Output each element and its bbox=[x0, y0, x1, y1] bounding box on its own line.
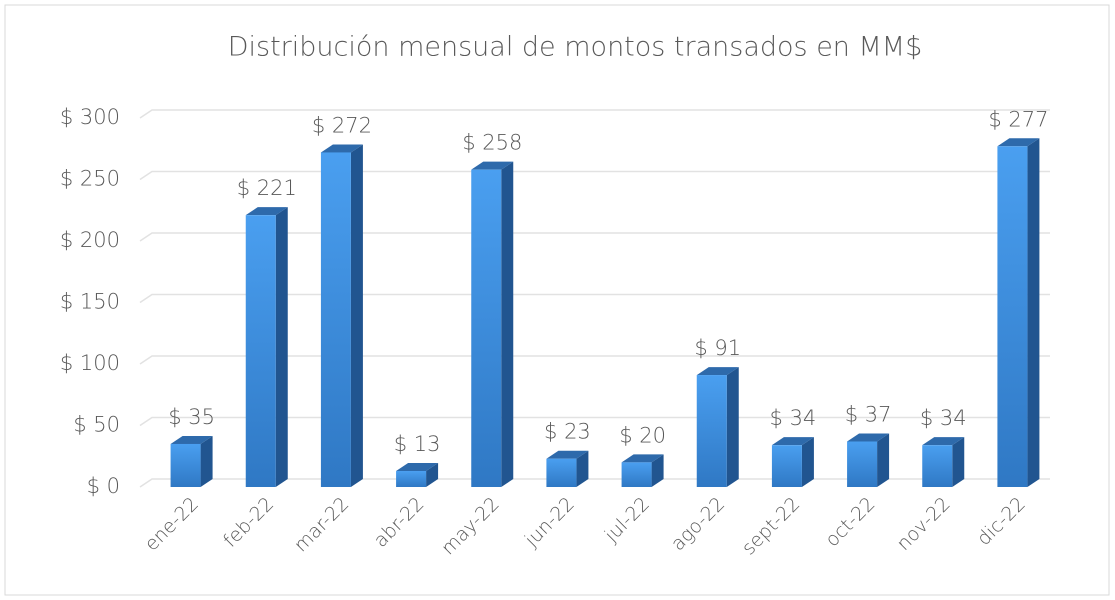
bar bbox=[922, 437, 965, 487]
bar-top bbox=[170, 435, 213, 444]
bar bbox=[847, 433, 890, 487]
bar-side bbox=[1027, 138, 1040, 488]
bar-top bbox=[696, 367, 739, 376]
bar-side bbox=[350, 144, 363, 487]
bar-front bbox=[170, 443, 201, 487]
y-tick-label: $ 300 bbox=[60, 105, 120, 129]
bar-front bbox=[771, 445, 802, 487]
bar-front bbox=[546, 458, 577, 487]
bar-front bbox=[396, 471, 427, 487]
bar bbox=[621, 454, 664, 487]
bar bbox=[696, 367, 739, 487]
bar-front bbox=[320, 152, 351, 487]
bar-front bbox=[997, 146, 1028, 488]
bar bbox=[546, 450, 589, 487]
grid-line bbox=[139, 355, 1050, 365]
bar bbox=[170, 435, 213, 487]
data-label: $ 34 bbox=[920, 406, 967, 430]
y-tick-label: $ 0 bbox=[87, 474, 120, 498]
bar-front bbox=[245, 215, 276, 488]
data-label: $ 34 bbox=[770, 406, 817, 430]
bar-top bbox=[997, 138, 1040, 147]
bar-front bbox=[471, 169, 502, 487]
y-tick-label: $ 50 bbox=[73, 413, 120, 437]
data-label: $ 37 bbox=[845, 402, 892, 426]
bar-top bbox=[847, 433, 890, 442]
bar bbox=[997, 138, 1040, 488]
bar-front bbox=[696, 375, 727, 487]
bar bbox=[245, 207, 288, 488]
bar-side bbox=[952, 437, 965, 487]
bar bbox=[771, 437, 814, 487]
bar-side bbox=[275, 207, 288, 488]
y-tick-label: $ 150 bbox=[60, 290, 120, 314]
bar-front bbox=[621, 462, 652, 487]
bar-side bbox=[877, 433, 890, 487]
grid-line bbox=[139, 293, 1050, 304]
bar-front bbox=[847, 441, 878, 487]
data-label: $ 13 bbox=[394, 432, 441, 456]
grid-line bbox=[139, 478, 1050, 488]
data-label: $ 35 bbox=[168, 405, 215, 429]
data-label: $ 23 bbox=[544, 420, 591, 444]
chart-title: Distribución mensual de montos transados… bbox=[228, 32, 923, 63]
bar bbox=[320, 144, 363, 487]
grid-line bbox=[139, 232, 1050, 242]
data-label: $ 91 bbox=[694, 336, 741, 360]
data-label: $ 221 bbox=[237, 176, 297, 200]
chart-border bbox=[4, 4, 1110, 596]
bar-top bbox=[771, 437, 814, 446]
y-tick-label: $ 200 bbox=[60, 228, 120, 252]
bar-side bbox=[576, 450, 589, 487]
bar-top bbox=[320, 144, 363, 153]
data-label: $ 277 bbox=[988, 107, 1048, 131]
y-tick-label: $ 250 bbox=[60, 167, 120, 191]
bar-side bbox=[801, 437, 814, 487]
bar bbox=[471, 161, 514, 487]
data-label: $ 20 bbox=[619, 423, 666, 447]
bar-side bbox=[726, 367, 739, 487]
bar bbox=[396, 463, 439, 487]
data-label: $ 258 bbox=[462, 131, 522, 155]
grid-line bbox=[139, 416, 1050, 427]
bar-top bbox=[245, 207, 288, 216]
bar-side bbox=[651, 454, 664, 487]
grid-line bbox=[139, 170, 1050, 181]
bar-top bbox=[621, 454, 664, 463]
y-tick-label: $ 100 bbox=[60, 351, 120, 375]
grid-line bbox=[139, 109, 1050, 119]
bar-side bbox=[200, 435, 213, 487]
bar-top bbox=[546, 450, 589, 459]
data-label: $ 272 bbox=[312, 113, 372, 137]
bar-side bbox=[501, 161, 514, 487]
bar-top bbox=[396, 463, 439, 472]
bar-top bbox=[471, 161, 514, 170]
bar-top bbox=[922, 437, 965, 446]
bar-side bbox=[426, 463, 439, 487]
bar-front bbox=[922, 445, 953, 487]
